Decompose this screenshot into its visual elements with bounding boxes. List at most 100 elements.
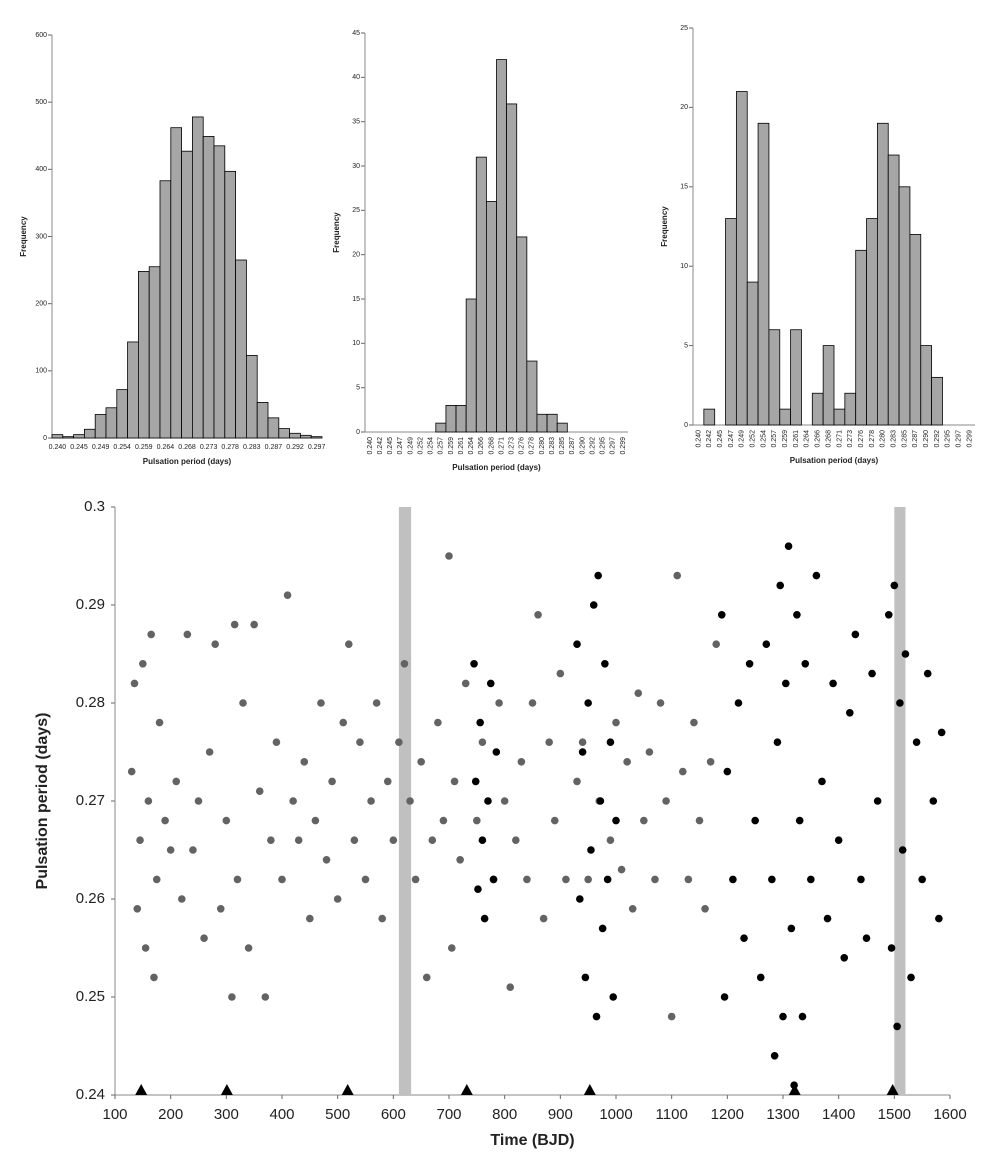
event-marker bbox=[341, 1084, 354, 1095]
data-point bbox=[205, 748, 214, 756]
data-point bbox=[317, 699, 325, 707]
x-tick-label: 0.292 bbox=[934, 430, 941, 448]
x-tick-label: 0.273 bbox=[847, 430, 854, 448]
bar bbox=[465, 298, 477, 433]
x-tick-label: 0.268 bbox=[178, 444, 196, 451]
bar bbox=[159, 180, 172, 439]
data-point bbox=[868, 669, 876, 678]
bar bbox=[475, 156, 487, 433]
data-point bbox=[751, 816, 759, 825]
bar bbox=[822, 345, 835, 426]
bar bbox=[898, 186, 911, 426]
data-point bbox=[784, 542, 793, 550]
x-axis-title: Pulsation period (days) bbox=[143, 457, 232, 466]
x-tick-label: 0.242 bbox=[706, 430, 713, 448]
data-point bbox=[261, 993, 270, 1001]
data-point bbox=[550, 816, 559, 825]
y-tick-label: 20 bbox=[352, 252, 360, 259]
x-tick-label: 0.290 bbox=[923, 430, 930, 448]
data-point bbox=[233, 875, 242, 884]
x-tick-label: 0.259 bbox=[135, 444, 153, 451]
x-tick-label: 0.247 bbox=[397, 437, 404, 455]
x-tick-label: 400 bbox=[269, 1106, 294, 1123]
x-tick-label: 0.242 bbox=[377, 437, 384, 455]
data-point bbox=[383, 777, 392, 786]
data-point bbox=[795, 816, 804, 825]
y-axis-title: Pulsation period (days) bbox=[34, 713, 51, 890]
event-marker bbox=[460, 1084, 473, 1095]
data-point bbox=[476, 718, 484, 727]
data-point bbox=[267, 836, 275, 844]
data-point bbox=[584, 875, 592, 884]
data-point bbox=[581, 973, 590, 982]
bar bbox=[202, 136, 215, 439]
data-point bbox=[901, 650, 910, 658]
data-point bbox=[717, 611, 726, 619]
data-point bbox=[596, 797, 605, 805]
bar bbox=[213, 145, 226, 439]
bar bbox=[855, 249, 867, 426]
data-point bbox=[609, 993, 618, 1001]
y-tick-label: 25 bbox=[352, 207, 360, 214]
bar bbox=[127, 341, 139, 439]
data-point bbox=[667, 1012, 676, 1021]
data-point bbox=[130, 679, 139, 688]
data-point bbox=[840, 954, 849, 962]
data-point bbox=[534, 611, 542, 619]
x-tick-label: 0.266 bbox=[815, 430, 822, 448]
event-marker bbox=[583, 1084, 596, 1095]
data-point bbox=[389, 836, 398, 844]
x-tick-label: 0.287 bbox=[569, 437, 576, 455]
x-axis-title: Pulsation period (days) bbox=[790, 456, 879, 465]
data-point bbox=[573, 640, 581, 648]
bar bbox=[191, 116, 204, 439]
x-tick-label: 1600 bbox=[933, 1106, 966, 1123]
data-point bbox=[447, 944, 456, 952]
data-point bbox=[474, 885, 482, 893]
data-point bbox=[372, 699, 381, 707]
data-point bbox=[912, 738, 921, 746]
x-tick-label: 0.273 bbox=[200, 444, 218, 451]
data-point bbox=[500, 797, 509, 805]
data-point bbox=[255, 787, 264, 795]
data-point bbox=[720, 993, 729, 1001]
x-tick-label: 0.295 bbox=[600, 437, 607, 455]
x-tick-label: 0.249 bbox=[92, 444, 110, 451]
data-point bbox=[300, 758, 309, 766]
x-tick-label: 0.245 bbox=[70, 444, 88, 451]
data-point bbox=[450, 777, 459, 786]
x-tick-label: 800 bbox=[492, 1106, 517, 1123]
data-point bbox=[829, 679, 837, 688]
data-point bbox=[846, 709, 854, 717]
data-point bbox=[194, 797, 203, 805]
x-tick-label: 0.240 bbox=[49, 444, 67, 451]
data-point bbox=[937, 728, 946, 737]
x-tick-label: 0.273 bbox=[509, 437, 516, 455]
y-tick-label: 400 bbox=[35, 166, 47, 173]
data-point bbox=[216, 905, 225, 913]
x-tick-label: 0.299 bbox=[966, 430, 973, 448]
y-tick-label: 0.25 bbox=[76, 988, 105, 1005]
data-point bbox=[528, 699, 537, 707]
x-tick-label: 0.297 bbox=[956, 430, 963, 448]
data-point bbox=[606, 738, 615, 746]
data-point bbox=[573, 777, 581, 786]
y-tick-label: 35 bbox=[352, 119, 360, 126]
x-tick-label: 0.276 bbox=[858, 430, 865, 448]
x-tick-label: 0.245 bbox=[387, 437, 394, 455]
x-tick-label: 0.257 bbox=[771, 430, 778, 448]
data-point bbox=[623, 758, 631, 766]
data-point bbox=[770, 1052, 779, 1060]
data-point bbox=[239, 699, 247, 707]
data-point bbox=[807, 875, 815, 884]
y-tick-label: 0 bbox=[43, 435, 47, 442]
data-point bbox=[656, 699, 665, 707]
data-point bbox=[495, 699, 503, 707]
bar bbox=[235, 259, 247, 439]
data-point bbox=[294, 836, 303, 844]
x-tick-label: 0.297 bbox=[610, 437, 617, 455]
bar bbox=[844, 392, 857, 426]
data-point bbox=[512, 836, 520, 844]
bar bbox=[435, 422, 447, 433]
x-tick-label: 0.295 bbox=[945, 430, 952, 448]
